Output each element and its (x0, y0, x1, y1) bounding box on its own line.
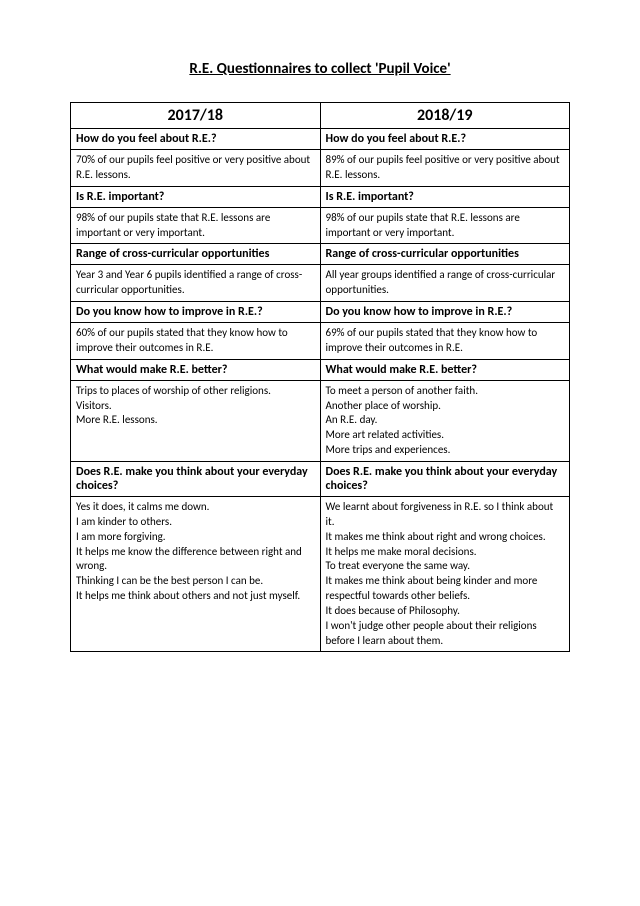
question-cell-left: What would make R.E. better? (71, 359, 321, 380)
question-cell-right: Is R.E. important? (320, 186, 570, 207)
table-row: Trips to places of worship of other reli… (71, 380, 570, 461)
question-cell-right: What would make R.E. better? (320, 359, 570, 380)
answer-cell-right: 98% of our pupils state that R.E. lesson… (320, 207, 570, 244)
question-cell-left: Do you know how to improve in R.E.? (71, 302, 321, 323)
answer-cell-right: To meet a person of another faith.Anothe… (320, 380, 570, 461)
table-row: Range of cross-curricular opportunitiesR… (71, 244, 570, 265)
table-row: 60% of our pupils stated that they know … (71, 323, 570, 360)
table-row: What would make R.E. better?What would m… (71, 359, 570, 380)
answer-cell-left: Year 3 and Year 6 pupils identified a ra… (71, 265, 321, 302)
question-cell-right: Do you know how to improve in R.E.? (320, 302, 570, 323)
question-cell-right: Range of cross-curricular opportunities (320, 244, 570, 265)
answer-cell-left: 98% of our pupils state that R.E. lesson… (71, 207, 321, 244)
table-row: Year 3 and Year 6 pupils identified a ra… (71, 265, 570, 302)
answer-cell-left: Yes it does, it calms me down.I am kinde… (71, 496, 321, 651)
year-header-left: 2017/18 (71, 103, 321, 129)
answer-cell-left: Trips to places of worship of other reli… (71, 380, 321, 461)
table-row: Does R.E. make you think about your ever… (71, 461, 570, 496)
table-row: How do you feel about R.E.?How do you fe… (71, 129, 570, 150)
answer-cell-right: All year groups identified a range of cr… (320, 265, 570, 302)
answer-cell-right: 89% of our pupils feel positive or very … (320, 150, 570, 187)
answer-cell-right: 69% of our pupils stated that they know … (320, 323, 570, 360)
question-cell-right: How do you feel about R.E.? (320, 129, 570, 150)
table-row: Is R.E. important?Is R.E. important? (71, 186, 570, 207)
question-cell-left: Does R.E. make you think about your ever… (71, 461, 321, 496)
year-header-right: 2018/19 (320, 103, 570, 129)
table-row: 70% of our pupils feel positive or very … (71, 150, 570, 187)
question-cell-left: Is R.E. important? (71, 186, 321, 207)
table-row: 98% of our pupils state that R.E. lesson… (71, 207, 570, 244)
question-cell-left: How do you feel about R.E.? (71, 129, 321, 150)
table-row: Do you know how to improve in R.E.?Do yo… (71, 302, 570, 323)
answer-cell-left: 60% of our pupils stated that they know … (71, 323, 321, 360)
question-cell-left: Range of cross-curricular opportunities (71, 244, 321, 265)
question-cell-right: Does R.E. make you think about your ever… (320, 461, 570, 496)
answer-cell-left: 70% of our pupils feel positive or very … (71, 150, 321, 187)
page-title: R.E. Questionnaires to collect 'Pupil Vo… (70, 60, 570, 78)
table-row: Yes it does, it calms me down.I am kinde… (71, 496, 570, 651)
table-row: 2017/182018/19 (71, 103, 570, 129)
answer-cell-right: We learnt about forgiveness in R.E. so I… (320, 496, 570, 651)
pupil-voice-table: 2017/182018/19How do you feel about R.E.… (70, 102, 570, 652)
